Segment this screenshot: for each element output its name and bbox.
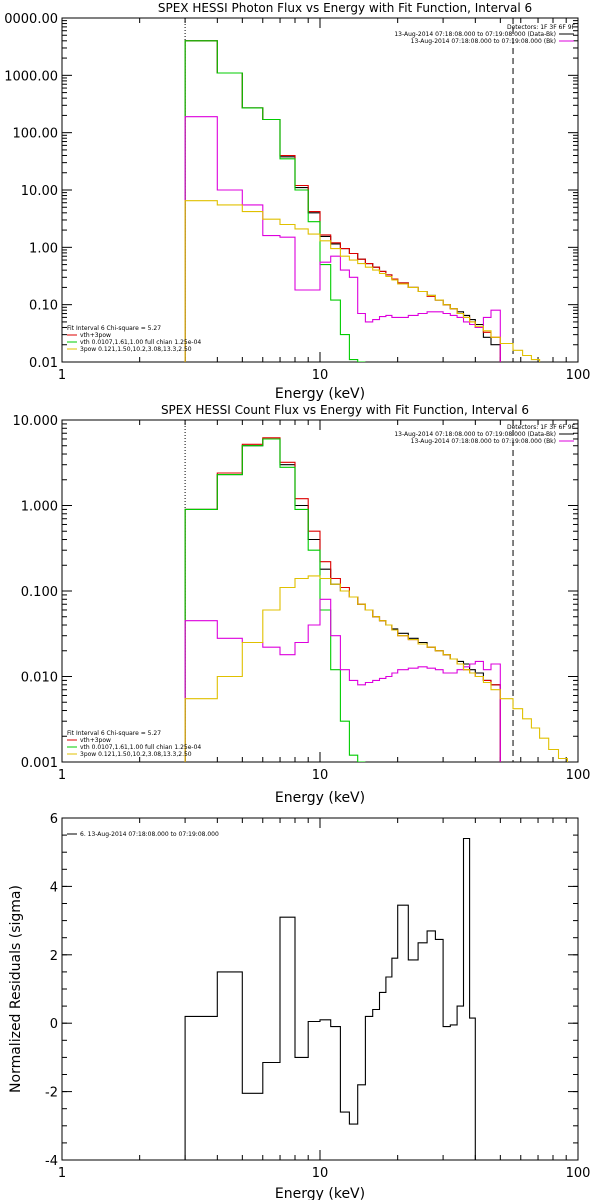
series-line (184, 438, 366, 762)
legend-right: 13-Aug-2014 07:18:08.000 to 07:19:08.000… (394, 31, 574, 45)
x-tick-label: 10 (312, 368, 329, 383)
series-line (184, 40, 501, 362)
x-tick-label: 10 (312, 1166, 329, 1181)
x-axis: 1 10 100 (58, 818, 591, 1181)
x-tick-label: 10 (312, 768, 329, 783)
y-tick-label: 0.10 (29, 299, 58, 314)
y-tick-label: 1.00 (29, 241, 58, 256)
legend-entry: 13-Aug-2014 07:18:08.000 to 07:19:08.000… (411, 38, 556, 45)
y-tick-label: -4 (45, 1154, 58, 1169)
legend-left: Fit Interval 6 Chi-square = 5.27vth+3pow… (67, 730, 201, 758)
series-line (184, 116, 501, 362)
series-line (184, 200, 541, 362)
legend-entry: 6. 13-Aug-2014 07:18:08.000 to 07:19:08.… (80, 831, 219, 838)
residuals-panel: -4 -2 0 2 4 6 1 10 100 6. 13-Aug-2014 07:18:08.… (8, 812, 590, 1200)
series-line (184, 837, 476, 1160)
y-tick-label: -2 (45, 1086, 58, 1101)
legend-entry: 13-Aug-2014 07:18:08.000 to 07:19:08.000… (394, 31, 556, 38)
y-tick-label: 1000.00 (4, 69, 58, 84)
legend-left: Fit Interval 6 Chi-square = 5.27vth+3pow… (67, 325, 201, 353)
chart-title: SPEX HESSI Count Flux vs Energy with Fit… (161, 403, 529, 417)
series-layer (184, 40, 541, 362)
legend-entry: vth 0.0107,1.61,1.00 full chian 1.25e-04 (80, 744, 201, 751)
legend-entry: 3pow 0.121,1.50,10.2,3.08,13.3,2.50 (80, 751, 192, 758)
legend-right: 13-Aug-2014 07:18:08.000 to 07:19:08.000… (394, 431, 574, 445)
series-layer (184, 437, 568, 762)
series-line (184, 40, 501, 362)
y-tick-label: 0000.00 (4, 12, 58, 27)
y-tick-label: 0.001 (21, 756, 58, 771)
x-tick-label: 100 (566, 768, 591, 783)
x-tick-label: 1 (58, 368, 66, 383)
count-flux-panel: SPEX HESSI Count Flux vs Energy with Fit… (13, 403, 591, 806)
legend-left: 6. 13-Aug-2014 07:18:08.000 to 07:19:08.… (67, 831, 219, 838)
x-tick-label: 1 (58, 768, 66, 783)
x-axis: 1 10 100 (58, 420, 591, 783)
x-tick-label: 100 (566, 368, 591, 383)
y-axis: 0.001 0.010 0.100 1.000 10.000 (13, 414, 578, 771)
y-tick-label: 4 (50, 880, 58, 895)
series-line (184, 575, 568, 762)
x-axis-label: Energy (keV) (275, 790, 365, 806)
y-axis: 0.01 0.10 1.00 10.00 100.00 1000.00 0000.00 (4, 12, 578, 371)
legend-entry: Fit Interval 6 Chi-square = 5.27 (67, 730, 161, 737)
legend-entry: Fit Interval 6 Chi-square = 5.27 (67, 325, 161, 332)
detectors-label: Detectors: 1F 3F 6F 9F (507, 24, 576, 31)
y-axis: -4 -2 0 2 4 6 (45, 812, 578, 1169)
legend-entry: vth+3pow (80, 737, 111, 744)
y-tick-label: 1.000 (21, 500, 58, 515)
y-axis-label: Normalized Residuals (sigma) (8, 885, 24, 1093)
x-axis: 1 10 100 (58, 18, 591, 383)
series-line (184, 598, 501, 762)
series-line (184, 40, 366, 362)
legend-entry: 3pow 0.121,1.50,10.2,3.08,13.3,2.50 (80, 346, 192, 353)
legend-entry: vth 0.0107,1.61,1.00 full chian 1.25e-04 (80, 339, 201, 346)
y-tick-label: 100.00 (13, 127, 59, 142)
y-tick-label: 6 (50, 812, 58, 827)
y-tick-label: 2 (50, 949, 58, 964)
y-tick-label: 0.010 (21, 671, 58, 686)
legend-entry: 13-Aug-2014 07:18:08.000 to 07:19:08.000… (411, 438, 556, 445)
x-tick-label: 1 (58, 1166, 66, 1181)
legend-entry: vth+3pow (80, 332, 111, 339)
y-tick-label: 0 (50, 1017, 58, 1032)
series-layer (184, 837, 476, 1160)
series-line (184, 438, 501, 762)
x-axis-label: Energy (keV) (275, 1186, 365, 1200)
x-axis-label: Energy (keV) (275, 386, 365, 402)
photon-flux-panel: SPEX HESSI Photon Flux vs Energy with Fi… (4, 1, 590, 402)
chart-title: SPEX HESSI Photon Flux vs Energy with Fi… (158, 1, 532, 15)
y-tick-label: 10.000 (13, 414, 59, 429)
series-line (184, 437, 501, 762)
y-tick-label: 0.01 (29, 356, 58, 371)
y-tick-label: 0.100 (21, 585, 58, 600)
legend-entry: 13-Aug-2014 07:18:08.000 to 07:19:08.000… (394, 431, 556, 438)
detectors-label: Detectors: 1F 3F 6F 9F (507, 424, 576, 431)
x-tick-label: 100 (566, 1166, 591, 1181)
y-tick-label: 10.00 (21, 184, 58, 199)
plot-frame (61, 817, 579, 1161)
